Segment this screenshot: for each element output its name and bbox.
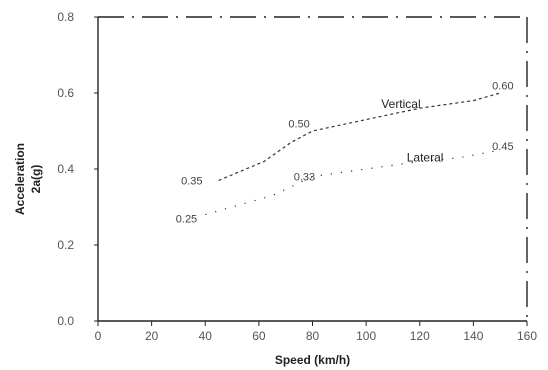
y-tick-labels: 0.0 0.2 0.4 0.6 0.8 — [57, 10, 74, 328]
x-tick-label: 100 — [356, 329, 376, 343]
x-tick-label: 0 — [95, 329, 102, 343]
data-label: 0.33 — [294, 172, 315, 184]
plot-frame — [97, 16, 528, 322]
y-axis-title-line-2: 2a(g) — [29, 165, 43, 194]
series-labels: Vertical Lateral — [381, 97, 443, 164]
series-label-vertical: Vertical — [381, 97, 420, 111]
series-line-lateral — [205, 149, 501, 216]
y-tick-label: 0.6 — [57, 86, 74, 100]
data-label: 0.25 — [176, 213, 197, 225]
series-label-lateral: Lateral — [407, 150, 444, 164]
x-tick-label: 60 — [252, 329, 266, 343]
y-axis-title-line-1: Acceleration — [13, 143, 27, 215]
x-tick-label: 120 — [410, 329, 430, 343]
series-lines — [205, 92, 501, 216]
y-tick-label: 0.0 — [57, 314, 74, 328]
x-tick-label: 140 — [463, 329, 483, 343]
data-label: 0.50 — [288, 118, 309, 130]
axis-ticks — [94, 16, 528, 326]
data-labels: 0.35 0.50 0.60 0.25 0.33 0.45 — [176, 80, 514, 225]
y-tick-label: 0.4 — [57, 162, 74, 176]
x-axis-title: Speed (km/h) — [275, 353, 350, 367]
data-label: 0.60 — [492, 80, 513, 92]
y-tick-label: 0.2 — [57, 238, 74, 252]
x-tick-label: 20 — [145, 329, 159, 343]
x-tick-label: 80 — [306, 329, 320, 343]
x-tick-label: 40 — [199, 329, 213, 343]
y-tick-label: 0.8 — [57, 10, 74, 24]
data-label: 0.35 — [181, 175, 202, 187]
x-tick-label: 160 — [517, 329, 537, 343]
x-tick-labels: 0 20 40 60 80 100 120 140 160 — [95, 329, 538, 343]
data-label: 0.45 — [492, 141, 513, 153]
y-axis-title: Acceleration 2a(g) — [13, 143, 43, 215]
series-line-vertical — [218, 92, 501, 181]
